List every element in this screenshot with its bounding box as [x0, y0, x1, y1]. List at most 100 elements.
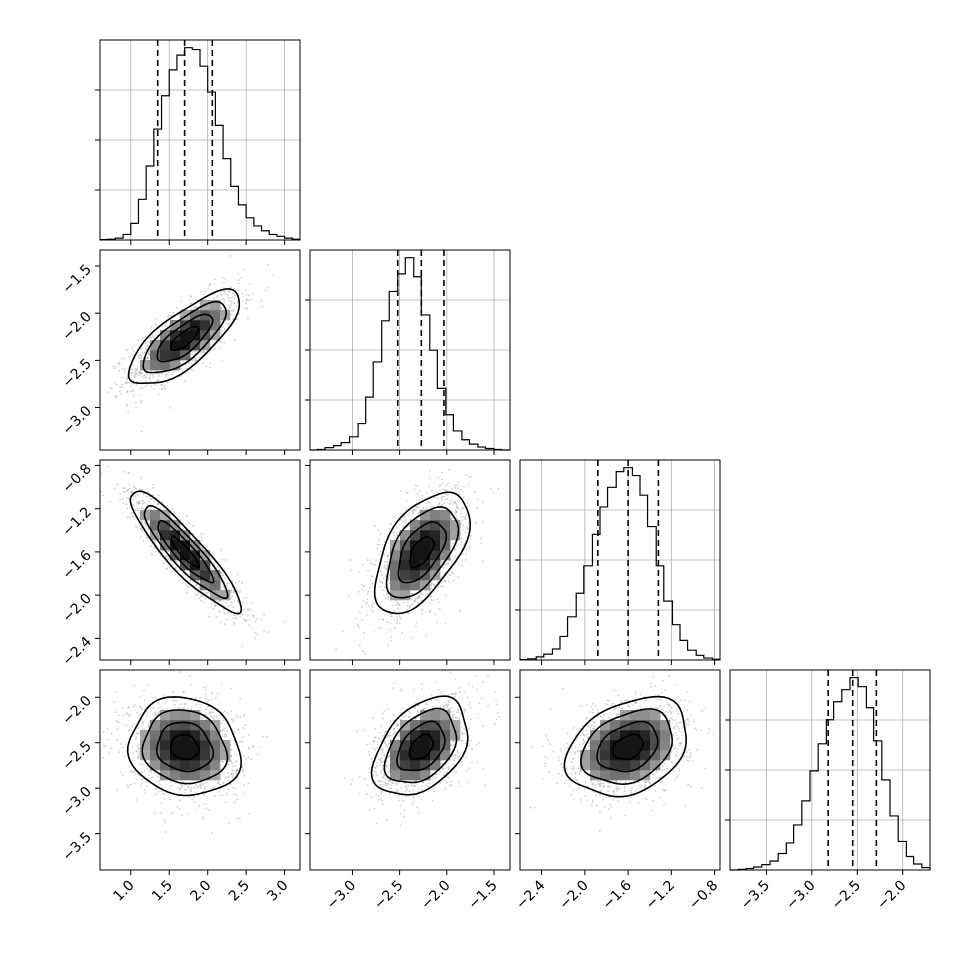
sample-point: [448, 580, 450, 583]
sample-point: [135, 367, 138, 370]
sample-point: [365, 614, 368, 616]
sample-point: [453, 484, 456, 487]
sample-point: [455, 544, 458, 547]
sample-point: [446, 494, 449, 496]
sample-point: [243, 715, 245, 717]
sample-point: [220, 682, 223, 685]
sample-point: [222, 609, 225, 611]
sample-point: [130, 490, 133, 493]
sample-point: [148, 769, 151, 772]
sample-point: [188, 298, 191, 301]
sample-point: [118, 751, 121, 754]
sample-point: [459, 512, 462, 515]
sample-point: [229, 286, 232, 289]
sample-point: [127, 410, 130, 413]
sample-point: [378, 552, 380, 555]
sample-point: [209, 362, 212, 365]
sample-point: [181, 785, 184, 788]
sample-point: [206, 545, 209, 548]
sample-point: [131, 771, 134, 774]
scatter-panel-p0-p2: [99, 459, 301, 661]
sample-point: [463, 516, 465, 519]
sample-point: [95, 428, 97, 430]
density-cell: [430, 560, 441, 571]
sample-point: [114, 395, 116, 398]
sample-point: [147, 527, 150, 530]
sample-point: [405, 518, 407, 521]
sample-point: [186, 515, 189, 518]
sample-point: [441, 560, 444, 563]
sample-point: [236, 573, 239, 576]
sample-point: [253, 631, 256, 634]
sample-point: [213, 347, 216, 350]
sample-point: [140, 401, 143, 404]
density-cell: [410, 580, 421, 591]
sample-point: [403, 601, 406, 604]
sample-point: [228, 588, 231, 590]
sample-point: [376, 597, 378, 600]
sample-point: [443, 572, 446, 575]
sample-point: [368, 605, 371, 608]
sample-point: [192, 306, 195, 309]
sample-point: [476, 506, 479, 509]
sample-point: [136, 493, 139, 496]
sample-point: [152, 707, 155, 710]
sample-point: [208, 284, 211, 287]
density-cell: [170, 320, 181, 331]
sample-point: [101, 494, 104, 497]
sample-point: [120, 357, 123, 360]
sample-point: [138, 509, 141, 511]
sample-point: [466, 527, 469, 530]
density-cell: [150, 510, 161, 521]
sample-point: [127, 488, 129, 491]
density-cell: [170, 340, 181, 351]
sample-point: [122, 367, 124, 370]
sample-point: [368, 559, 371, 562]
sample-point: [251, 627, 254, 630]
density-cell: [410, 530, 421, 541]
sample-point: [230, 304, 233, 307]
sample-point: [404, 520, 406, 522]
sample-point: [148, 350, 150, 353]
sample-point: [233, 614, 236, 616]
sample-point: [417, 516, 420, 519]
sample-point: [394, 604, 397, 606]
sample-point: [191, 369, 194, 371]
sample-point: [184, 367, 187, 370]
density-cell: [390, 560, 401, 571]
sample-point: [192, 532, 195, 535]
sample-point: [360, 605, 363, 608]
sample-point: [203, 785, 206, 788]
contour-line: [409, 536, 435, 569]
sample-point: [231, 776, 234, 779]
sample-point: [207, 287, 210, 290]
sample-point: [442, 495, 445, 498]
sample-point: [454, 486, 457, 489]
sample-point: [447, 573, 450, 576]
sample-point: [224, 623, 226, 626]
sample-point: [381, 582, 384, 584]
sample-point: [107, 465, 110, 468]
sample-point: [202, 532, 205, 535]
sample-point: [148, 723, 151, 726]
sample-point: [224, 613, 227, 616]
sample-point: [134, 372, 136, 375]
density-cell: [390, 550, 401, 561]
sample-point: [379, 533, 382, 535]
sample-point: [397, 604, 400, 607]
sample-point: [223, 605, 226, 607]
sample-point: [221, 575, 224, 577]
sample-point: [194, 594, 197, 597]
sample-point: [374, 564, 376, 567]
sample-point: [386, 621, 388, 624]
sample-point: [122, 714, 125, 717]
sample-point: [466, 525, 468, 528]
sample-point: [266, 286, 269, 289]
contour-line: [129, 490, 243, 615]
sample-point: [152, 483, 155, 486]
sample-point: [130, 371, 133, 374]
sample-point: [497, 487, 500, 490]
sample-point: [107, 391, 109, 394]
histogram-p3: [730, 677, 931, 871]
sample-point: [149, 374, 152, 377]
